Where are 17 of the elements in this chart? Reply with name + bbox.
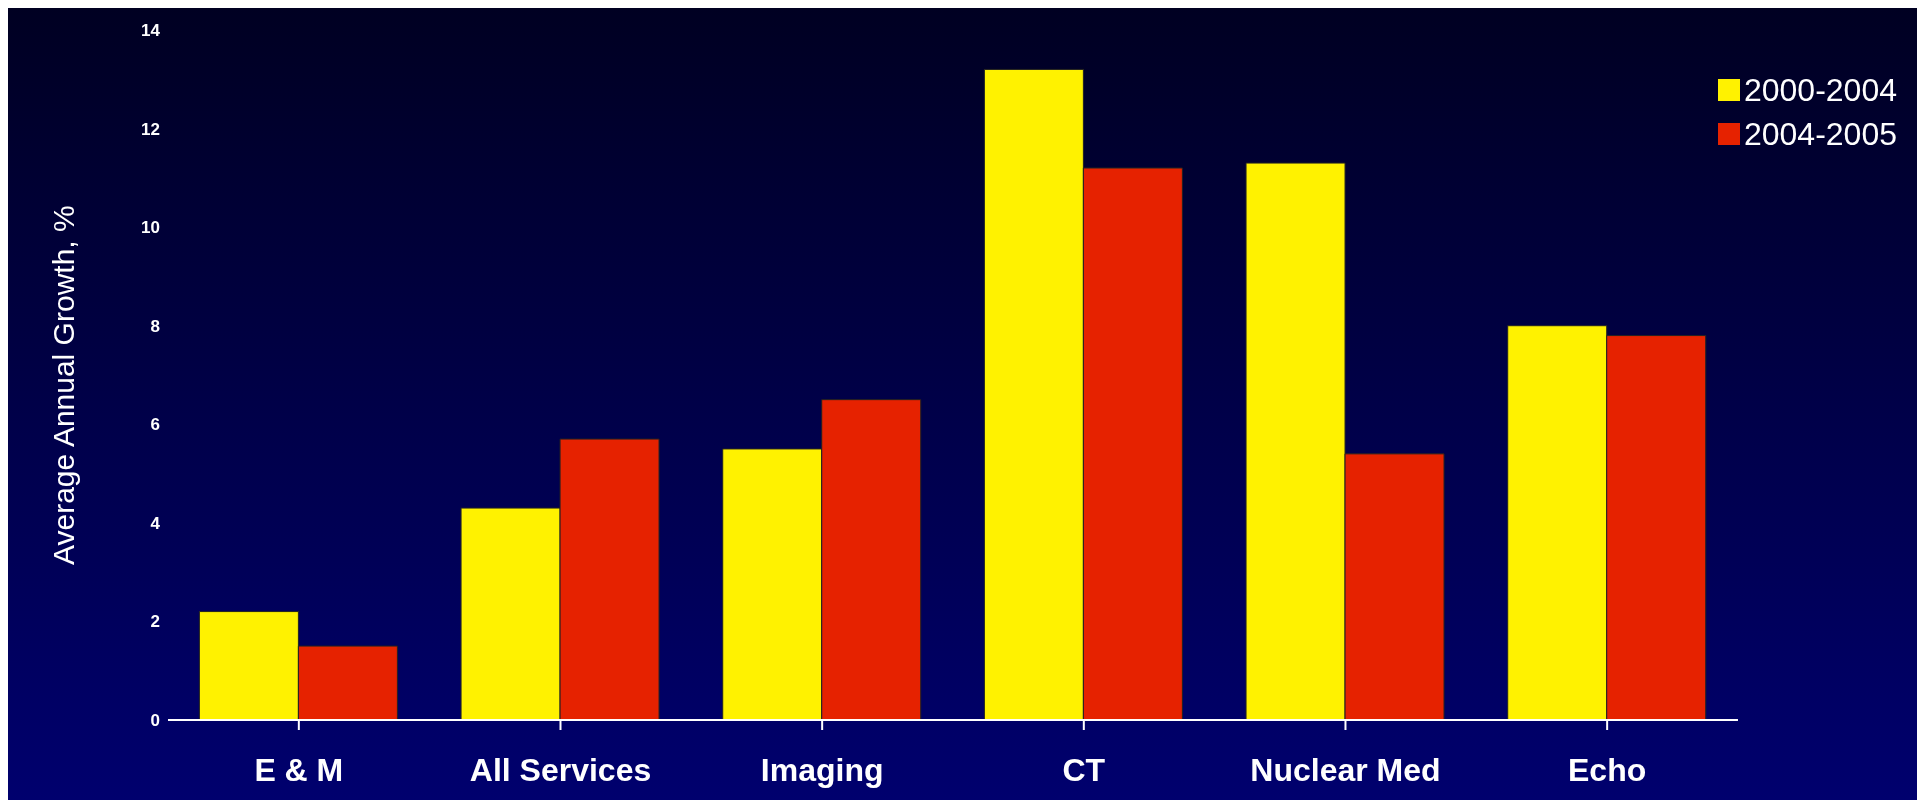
y-tick-label: 0 — [150, 711, 160, 731]
text: 2000-2004 — [1743, 71, 1897, 110]
y-tick-label: 6 — [150, 415, 160, 435]
legend-label: 2004-2005 — [1743, 115, 1897, 154]
x-tick-label: CT — [1062, 751, 1106, 788]
y-tick-label: 12 — [141, 119, 160, 139]
y-tick-label: 2 — [150, 612, 160, 632]
y-tick-label: 10 — [141, 218, 160, 238]
y-tick-label: 14 — [141, 21, 161, 41]
y-tick-label: 8 — [150, 316, 160, 336]
y-axis-title: Average Annual Growth, % — [46, 205, 80, 565]
x-tick-label: Echo — [1568, 751, 1647, 788]
x-tick-label: Imaging — [760, 751, 884, 788]
x-tick-label: E & M — [254, 751, 344, 788]
x-tick-label: All Services — [469, 751, 652, 788]
x-tick-label: Nuclear Med — [1250, 751, 1441, 788]
y-tick-label: 4 — [150, 513, 161, 533]
